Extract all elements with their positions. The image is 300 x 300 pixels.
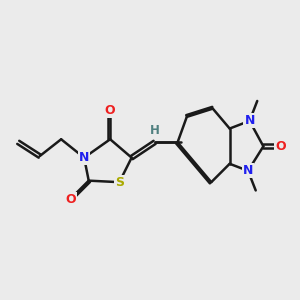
Text: H: H (150, 124, 160, 137)
Text: N: N (244, 114, 255, 128)
Text: S: S (115, 176, 124, 189)
Text: N: N (79, 151, 89, 164)
Text: N: N (243, 164, 253, 177)
Text: O: O (65, 193, 76, 206)
Text: O: O (105, 104, 116, 117)
Text: H: H (148, 124, 158, 136)
Text: O: O (275, 140, 286, 153)
